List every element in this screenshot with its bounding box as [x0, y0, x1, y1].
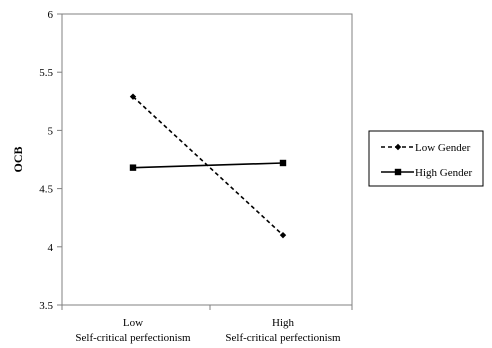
series-line: [132, 162, 284, 169]
y-tick-label: 5: [48, 125, 54, 137]
legend-label: Low Gender: [415, 142, 471, 154]
legend-swatch-marker: [394, 143, 402, 151]
data-point: [279, 231, 287, 239]
x-category-sublabel: Self-critical perfectionism: [225, 332, 341, 344]
legend: Low Gender High Gender: [368, 130, 484, 187]
x-category-sublabel: Self-critical perfectionism: [75, 332, 191, 344]
y-axis: 6 5.5 5 4.5 4 3.5: [39, 9, 62, 312]
legend-label: High Gender: [415, 167, 472, 179]
data-point: [279, 159, 287, 167]
x-category-label: High: [272, 317, 295, 329]
plot-area: [61, 13, 353, 306]
y-axis-label: OCB: [11, 146, 25, 172]
data-point: [129, 93, 137, 100]
data-point: [129, 164, 137, 171]
series-high-gender: [129, 159, 287, 171]
y-tick-label: 4.5: [39, 184, 53, 196]
legend-swatch-marker: [394, 168, 402, 176]
series-layer: [129, 93, 287, 239]
series-low-gender: [129, 93, 287, 239]
legend-box: [368, 130, 484, 187]
legend-item: High Gender: [381, 167, 472, 179]
y-tick-label: 5.5: [39, 67, 53, 79]
series-line: [132, 96, 284, 236]
legend-item: Low Gender: [381, 142, 471, 154]
x-category-label: Low: [123, 317, 143, 329]
y-tick-label: 6: [48, 9, 54, 21]
x-axis: Low Self-critical perfectionism High Self-c…: [61, 305, 353, 344]
y-tick-label: 4: [48, 242, 54, 254]
y-tick-label: 3.5: [39, 300, 53, 312]
